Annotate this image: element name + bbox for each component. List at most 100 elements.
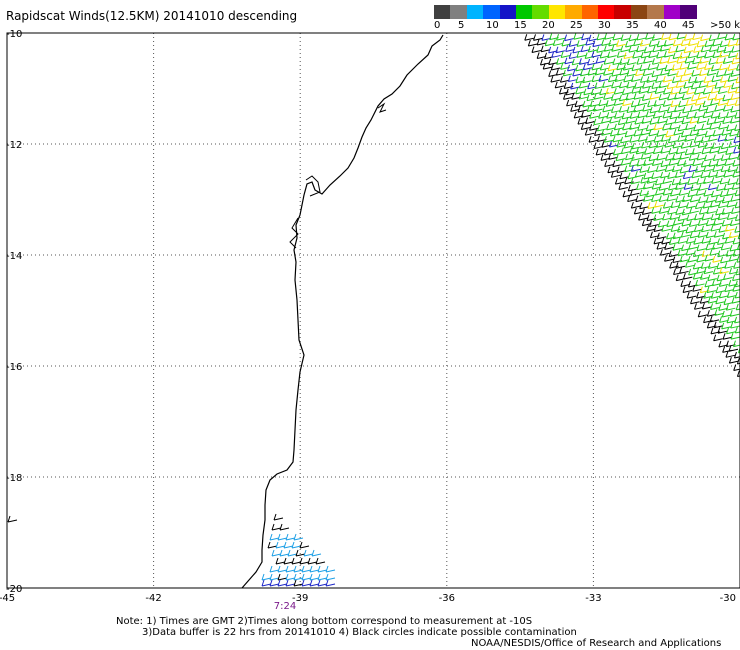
legend-swatch [499,5,517,19]
wind-barb [640,51,651,59]
wind-barb [725,111,736,119]
wind-barb [687,255,698,263]
wind-barb [731,46,740,53]
wind-barb [710,98,720,106]
wind-barb [703,165,713,172]
wind-barb [675,81,686,88]
wind-barb [703,316,713,324]
wind-barb [681,93,692,101]
credit-line: NOAA/NESDIS/Office of Research and Appli… [471,638,722,649]
wind-barb [642,182,653,190]
wind-barb [670,88,680,95]
wind-barb [649,106,660,114]
wind-barb [550,75,560,83]
wind-barb [629,189,640,196]
wind-barb [566,99,576,107]
wind-barb [713,334,723,342]
wind-barb [737,153,740,160]
wind-barb [667,57,677,64]
wind-barb [325,579,336,587]
wind-barb [641,117,652,124]
wind-barb [683,160,693,167]
wind-barb [680,130,691,138]
footnotes: Note: 1) Times are GMT 2)Times along bot… [116,616,721,649]
wind-barb [674,171,685,178]
wind-barb [643,172,653,180]
wind-barb [644,136,655,143]
wind-barb [679,63,690,70]
wind-barb [271,549,282,557]
wind-barb [293,565,304,573]
wind-barb [693,124,703,132]
wind-barb [688,220,699,227]
wind-barb [673,128,683,136]
wind-barb [712,267,723,275]
lon-tick-label: -45 [0,593,15,604]
wind-barb [639,166,649,173]
wind-barb [681,208,692,216]
wind-barb [636,159,647,167]
wind-barb [715,297,725,305]
wind-barb [735,52,740,60]
wind-barb [725,224,735,232]
wind-barb [594,68,605,76]
wind-barb [701,225,711,233]
wind-barb [685,261,695,268]
wind-barb [727,40,738,47]
wind-barb [279,549,290,557]
wind-barb [686,112,696,119]
wind-barb [734,201,740,209]
legend-label: 25 [570,20,583,31]
wind-barb [721,322,731,330]
wind-barb [635,195,645,203]
wind-barb [724,285,734,293]
wind-barb [616,40,626,47]
wind-barb [704,254,715,262]
wind-barb [721,129,732,136]
legend-label: 45 [682,20,695,31]
wind-barb [317,579,328,587]
wind-barb [683,81,693,89]
wind-barb [645,190,656,198]
wind-barb [279,523,290,531]
wind-barb [712,129,723,137]
wind-barb [609,116,619,124]
wind-barb [664,141,675,148]
wind-barb [587,58,597,66]
lat-tick-label: -14 [6,251,22,262]
wind-barb [694,213,704,221]
wind-barb [734,189,740,197]
wind-barb [659,249,670,256]
wind-barb [672,218,683,226]
wind-barb [734,112,740,119]
wind-barb [736,357,740,365]
wind-barb [634,170,645,178]
wind-barb [578,92,589,100]
wind-barb [285,573,296,581]
wind-barb [698,69,709,77]
wind-barb [622,63,633,71]
wind-barb [681,195,692,203]
wind-barb [632,51,642,59]
wind-barb [267,541,278,549]
wind-barb [664,243,674,250]
wind-barb [709,315,720,323]
wind-barb [727,165,738,173]
wind-barb [661,33,671,40]
lon-tick-label: -39 [292,593,308,604]
wind-barb [694,166,705,173]
wind-barb [713,219,723,226]
wind-barb [689,231,700,239]
wind-barb [678,87,689,95]
wind-barb [596,124,607,132]
wind-barb [717,238,727,245]
wind-barb [723,298,734,306]
pass-time-label: 7:24 [274,601,296,612]
wind-barb [570,82,580,90]
wind-barb [564,34,574,42]
wind-barb [568,40,579,47]
wind-barb [677,226,687,233]
wind-barb [692,159,702,167]
wind-barb [714,104,724,112]
wind-barb [645,124,656,132]
